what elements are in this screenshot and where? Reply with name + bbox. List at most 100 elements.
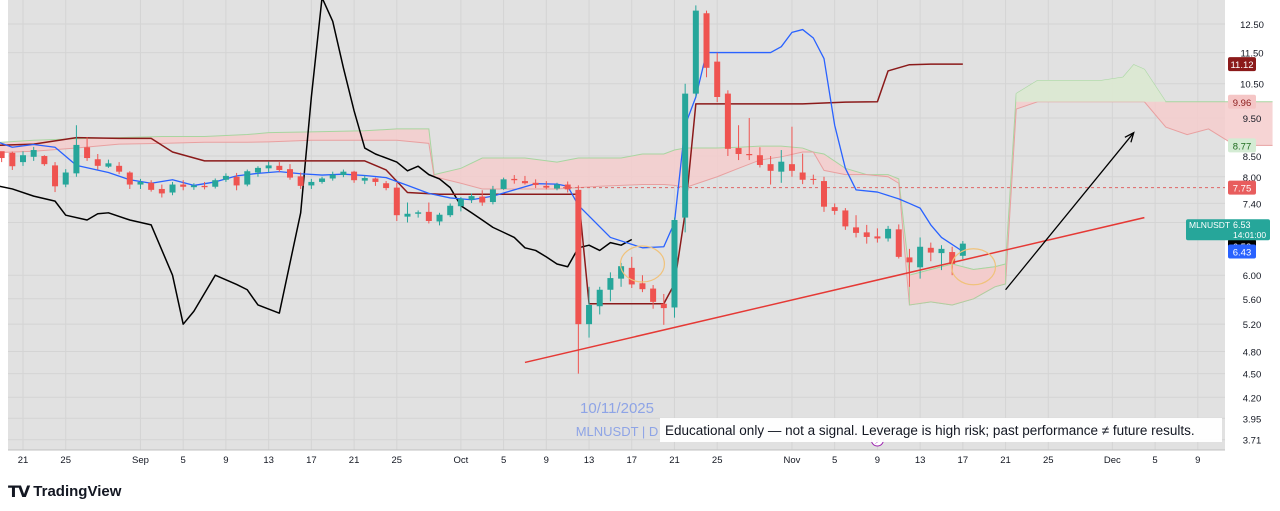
highlight-circle bbox=[950, 248, 997, 286]
candle-body bbox=[297, 176, 304, 186]
price-tick-label: 3.95 bbox=[1243, 414, 1262, 425]
candle-body bbox=[756, 155, 763, 165]
candle-body bbox=[479, 196, 486, 203]
candle-body bbox=[532, 182, 539, 185]
candle-body bbox=[361, 178, 368, 181]
tenkan-sen-line bbox=[0, 28, 964, 253]
candle-body bbox=[671, 220, 678, 308]
time-tick-label: 17 bbox=[626, 455, 637, 466]
price-label-text: 11.12 bbox=[1230, 60, 1253, 71]
candle-body bbox=[885, 228, 892, 239]
price-label-tag: 8.77 bbox=[1228, 138, 1256, 153]
chart-grid bbox=[8, 0, 1225, 451]
price-label-tag: 6.43 bbox=[1228, 244, 1256, 259]
price-label-tag: 11.12 bbox=[1228, 57, 1256, 72]
candle-body bbox=[521, 181, 528, 184]
price-label-text: 9.96 bbox=[1233, 98, 1252, 109]
candle-body bbox=[746, 154, 753, 156]
time-tick-label: 5 bbox=[181, 455, 186, 466]
price-tick-label: 8.50 bbox=[1243, 152, 1262, 163]
projection-arrow-line bbox=[1005, 132, 1135, 291]
candle-body bbox=[596, 289, 603, 307]
price-label-bg bbox=[1228, 94, 1256, 109]
candle-body bbox=[52, 165, 59, 187]
candle-body bbox=[340, 171, 347, 176]
candle-body bbox=[895, 229, 902, 257]
time-tick-label: 5 bbox=[832, 455, 837, 466]
candle-body bbox=[62, 172, 69, 185]
candle-body bbox=[20, 155, 26, 163]
watermark-date: 10/11/2025 bbox=[580, 400, 654, 417]
tradingview-logo-icon: 𝗧𝗩 bbox=[8, 481, 30, 501]
symbol-label-countdown: 14:01:00 bbox=[1233, 230, 1266, 240]
time-tick-label: 13 bbox=[584, 455, 595, 466]
time-tick-label: 25 bbox=[712, 455, 723, 466]
candle-body bbox=[169, 184, 176, 193]
candle-body bbox=[73, 144, 80, 174]
support-trend-line bbox=[524, 216, 1145, 364]
candle-body bbox=[180, 184, 187, 187]
price-label-bg bbox=[1228, 138, 1256, 153]
candle-body bbox=[618, 266, 625, 279]
time-tick-label: 5 bbox=[501, 455, 506, 466]
candle-body bbox=[703, 13, 710, 68]
candle-body bbox=[821, 181, 827, 207]
candlesticks[interactable] bbox=[0, 5, 966, 374]
time-tick-label: Sep bbox=[132, 455, 149, 466]
candle-body bbox=[105, 163, 112, 167]
price-tick-label: 7.40 bbox=[1243, 199, 1262, 210]
candle-body bbox=[831, 207, 838, 211]
candle-body bbox=[457, 198, 464, 207]
time-tick-label: 13 bbox=[915, 455, 926, 466]
candle-body bbox=[276, 165, 283, 170]
candle-body bbox=[436, 214, 443, 222]
candle-body bbox=[639, 283, 646, 290]
candle-body bbox=[500, 179, 507, 189]
price-tick-label: 4.20 bbox=[1243, 393, 1262, 404]
candle-body bbox=[404, 213, 411, 217]
candle-body bbox=[564, 184, 571, 190]
time-tick-label: 25 bbox=[392, 455, 403, 466]
time-tick-label: 17 bbox=[958, 455, 969, 466]
candle-body bbox=[329, 174, 336, 179]
time-axis[interactable]: 21 25 Sep 5 9 13 17 21 25 Oct 5 9 13 17 21 25 Nov 5 9 13 17 2… bbox=[18, 455, 1201, 466]
price-tick-label: 6.00 bbox=[1243, 271, 1262, 282]
chikou-span-line bbox=[0, 0, 633, 325]
price-axis[interactable]: 12.5011.5010.509.508.508.007.407.006.005… bbox=[1240, 20, 1264, 447]
candle-body bbox=[554, 184, 560, 189]
time-tick-label: 5 bbox=[1152, 455, 1157, 466]
price-label-bg bbox=[1228, 57, 1256, 72]
price-label-tag: 9.96 bbox=[1228, 94, 1256, 109]
candle-body bbox=[425, 211, 432, 221]
candle-body bbox=[949, 252, 956, 264]
price-label-text: 6.43 bbox=[1233, 248, 1252, 259]
time-tick-label: 9 bbox=[223, 455, 228, 466]
candle-body bbox=[927, 247, 934, 253]
candle-body bbox=[308, 181, 315, 186]
projection-arrow-head bbox=[1124, 131, 1135, 143]
candle-body bbox=[714, 61, 721, 97]
candle-body bbox=[41, 156, 48, 165]
candle-body bbox=[0, 151, 5, 159]
candle-body bbox=[489, 189, 496, 203]
symbol-label-price: 6.53 bbox=[1233, 220, 1251, 230]
tradingview-logo-text: TradingView bbox=[33, 482, 122, 500]
candle-body bbox=[511, 178, 518, 181]
candle-body bbox=[906, 257, 913, 263]
candle-body bbox=[917, 246, 924, 268]
candle-body bbox=[607, 278, 614, 290]
tradingview-logo[interactable]: 𝗧𝗩 TradingView bbox=[8, 480, 121, 502]
candle-body bbox=[628, 267, 635, 285]
candle-body bbox=[692, 10, 699, 94]
candle-body bbox=[799, 172, 806, 180]
symbol-label-bg bbox=[1186, 219, 1270, 241]
time-tick-label: 13 bbox=[263, 455, 274, 466]
time-tick-label: Nov bbox=[784, 455, 801, 466]
candle-body bbox=[650, 288, 657, 302]
watermark-symbol: MLNUSDT | D bbox=[576, 424, 659, 439]
candle-body bbox=[767, 164, 774, 171]
candle-body bbox=[447, 205, 454, 216]
candle-body bbox=[393, 187, 400, 216]
price-tick-label: 3.71 bbox=[1243, 436, 1262, 447]
